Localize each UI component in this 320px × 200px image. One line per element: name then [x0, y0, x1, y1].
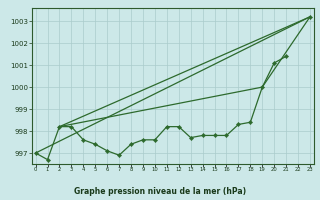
- Text: Graphe pression niveau de la mer (hPa): Graphe pression niveau de la mer (hPa): [74, 187, 246, 196]
